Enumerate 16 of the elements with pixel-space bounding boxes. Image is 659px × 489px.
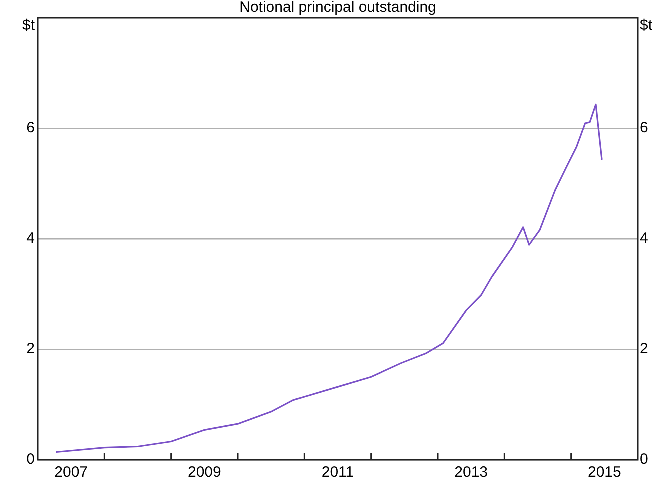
x-tick-label: 2013: [454, 464, 488, 482]
y2-tick-label: 2: [640, 340, 648, 358]
x-tick-label: 2011: [322, 464, 354, 482]
y2-axis-title: $t: [640, 17, 654, 34]
x-tick-label: 2009: [188, 464, 222, 482]
y-tick-label: 6: [26, 120, 35, 137]
y-tick-label: 4: [26, 230, 35, 248]
y-tick-label: 0: [26, 451, 35, 468]
x-tick-label: 2007: [54, 464, 88, 482]
x-tick-label: 2015: [588, 464, 622, 482]
y2-tick-label: 4: [640, 230, 648, 248]
y-tick-label: 2: [26, 340, 35, 358]
y2-tick-label: 0: [640, 451, 648, 468]
y2-tick-label: 6: [640, 120, 648, 137]
chart-title: Notional principal outstanding: [240, 0, 436, 16]
y-axis-title: $t: [22, 17, 36, 34]
